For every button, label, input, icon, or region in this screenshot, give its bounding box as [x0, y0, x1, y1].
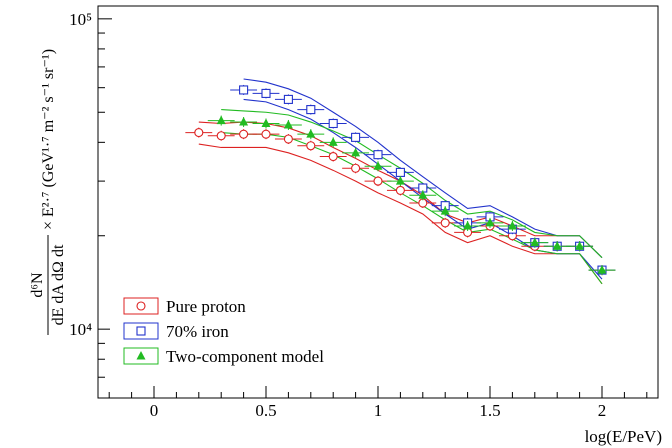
data-series: [185, 85, 615, 275]
data-point: [329, 153, 337, 161]
data-point: [262, 89, 270, 97]
y-axis-label-suffix: × E²·⁷ (GeV¹·⁷ m⁻² s⁻¹ sr⁻¹): [40, 49, 57, 230]
data-point: [307, 106, 315, 114]
band-lower-0: [199, 144, 602, 284]
data-point: [329, 137, 338, 146]
data-point: [352, 133, 360, 141]
band-upper-1: [244, 79, 602, 258]
data-point: [284, 120, 293, 129]
legend-label-1: 70% iron: [166, 322, 229, 341]
data-point: [352, 164, 360, 172]
x-tick-label: 1.5: [479, 401, 500, 420]
y-tick-label: 10⁵: [69, 10, 92, 29]
data-point: [441, 219, 449, 227]
data-point: [262, 130, 270, 138]
data-point: [217, 132, 225, 140]
data-point: [240, 130, 248, 138]
data-point: [284, 95, 292, 103]
data-point: [329, 119, 337, 127]
y-axis-label-numerator: d⁶N: [29, 272, 46, 298]
data-point: [217, 116, 226, 125]
data-point: [306, 129, 315, 138]
legend-marker-1: [137, 327, 145, 335]
y-tick-label: 10⁴: [69, 320, 92, 339]
x-tick-label: 1: [374, 401, 383, 420]
legend-label-2: Two-component model: [166, 347, 324, 366]
data-point: [195, 129, 203, 137]
x-axis-label: log(E/PeV): [585, 427, 662, 446]
data-point: [396, 168, 404, 176]
data-point: [307, 142, 315, 150]
data-point: [239, 117, 248, 126]
x-tick-label: 0: [150, 401, 159, 420]
data-point: [351, 148, 360, 157]
y-axis-label: d⁶N dE dA dΩ dt × E²·⁷ (GeV¹·⁷ m⁻² s⁻¹ s…: [29, 49, 67, 335]
data-point: [284, 135, 292, 143]
y-axis-label-denominator: dE dA dΩ dt: [50, 244, 67, 325]
data-point: [374, 177, 382, 185]
legend-label-0: Pure proton: [166, 297, 246, 316]
data-point: [396, 176, 405, 185]
series-2: [208, 116, 616, 275]
x-tick-label: 0.5: [255, 401, 276, 420]
data-point: [374, 151, 382, 159]
x-tick-label: 2: [598, 401, 607, 420]
legend-marker-0: [137, 302, 145, 310]
data-point: [240, 86, 248, 94]
data-point: [396, 186, 404, 194]
legend: Pure proton 70% iron Two-component model: [110, 287, 360, 366]
